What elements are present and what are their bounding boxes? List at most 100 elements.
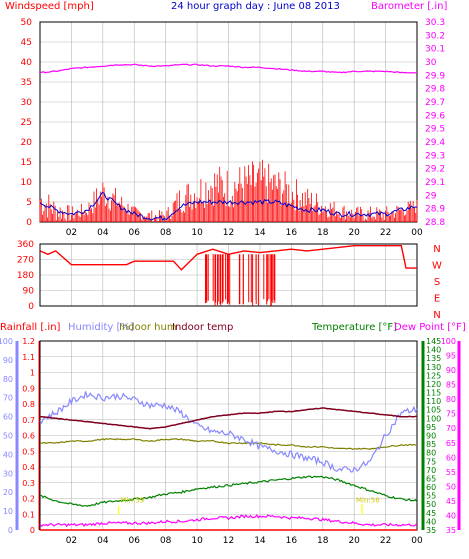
temperature-y-tick-label: 105: [426, 406, 441, 415]
temperature-y-tick-label: 120: [426, 380, 441, 389]
wind-y-tick-label: 20: [21, 138, 33, 148]
humidity-y-tick-label: 90: [3, 356, 13, 365]
temperature-y-tick-label: 70: [426, 466, 436, 475]
temperature-y-tick-label: 45: [426, 509, 436, 518]
direction-compass-label: N: [433, 310, 440, 321]
temp-x-tick-label: 02: [66, 536, 77, 546]
wind-x-tick-label: 08: [160, 228, 172, 238]
temperature-y-tick-label: 35: [426, 526, 436, 535]
direction-y-tick-label: 360: [17, 240, 34, 250]
temperature-y-tick-label: 90: [426, 432, 436, 441]
humidity-y-tick-label: 100: [0, 337, 13, 346]
direction-compass-label: E: [434, 294, 440, 305]
wind-x-tick-label: 10: [191, 228, 203, 238]
humidity-y-tick-label: 0: [8, 526, 13, 535]
wind-y-tick-label: 10: [21, 178, 33, 188]
barometer-y-tick-label: 29.2: [425, 165, 445, 175]
temp-min-annotation: Min:59: [121, 497, 145, 505]
wind-y-tick-label: 25: [21, 118, 32, 128]
temperature-y-tick-label: 100: [426, 414, 441, 423]
wind-y-tick-label: 35: [21, 78, 32, 88]
temp-x-tick-label: 10: [191, 536, 203, 546]
barometer-title: Barometer [.in]: [371, 1, 447, 12]
indoor-humidity-series: [39, 438, 417, 450]
temperature-y-tick-label: 75: [426, 457, 436, 466]
indoor-temperature-series: [39, 407, 417, 430]
dew-point-y-tick-label: 45: [446, 497, 456, 506]
legend-indoor-hum: Indoor hum: [119, 322, 177, 333]
temperature-y-tick-label: 140: [426, 346, 441, 355]
wind-x-tick-label: 00: [411, 228, 423, 238]
barometer-y-tick-label: 30.1: [425, 45, 445, 55]
wind-y-tick-label: 0: [26, 218, 32, 228]
dew-point-series: [39, 514, 418, 528]
temp-x-tick-label: 20: [348, 536, 360, 546]
temperature-y-tick-label: 65: [426, 474, 436, 483]
wind-y-tick-label: 15: [21, 158, 32, 168]
temperature-y-tick-label: 145: [426, 337, 441, 346]
rainfall-y-tick-label: 0.4: [22, 463, 35, 472]
rainfall-y-tick-label: 0.5: [22, 447, 35, 456]
wind-x-tick-label: 22: [380, 228, 391, 238]
temp-x-tick-label: 06: [129, 536, 141, 546]
wind-x-tick-label: 20: [348, 228, 360, 238]
barometer-y-tick-label: 28.8: [425, 218, 445, 228]
barometer-y-tick-label: 29.4: [425, 138, 445, 148]
rainfall-y-tick-label: 0.7: [22, 416, 35, 425]
wind-x-tick-label: 12: [223, 228, 234, 238]
rainfall-y-tick-label: 0: [30, 526, 35, 535]
direction-compass-label: S: [434, 277, 440, 288]
barometer-y-tick-label: 29.7: [425, 98, 445, 108]
rainfall-y-tick-label: 0.2: [22, 495, 35, 504]
humidity-y-tick-label: 40: [3, 450, 13, 459]
dew-point-y-tick-label: 60: [446, 453, 456, 462]
series-layer: [39, 63, 418, 531]
wind-y-tick-label: 50: [21, 18, 33, 28]
temperature-y-tick-label: 40: [426, 517, 436, 526]
temp-x-tick-label: 00: [411, 536, 423, 546]
barometer-y-tick-label: 29.3: [425, 151, 445, 161]
dew-point-y-tick-label: 70: [446, 424, 456, 433]
direction-compass-label: W: [432, 261, 442, 272]
barometer-y-tick-label: 29.9: [425, 71, 445, 81]
temp-x-tick-label: 08: [160, 536, 172, 546]
dew-point-y-tick-label: 40: [446, 511, 456, 520]
dew-point-y-tick-label: 75: [446, 410, 456, 419]
rainfall-y-tick-label: 1.2: [22, 337, 35, 346]
temp-x-tick-label: 12: [223, 536, 234, 546]
barometer-series: [39, 63, 418, 74]
dew-point-y-tick-label: 95: [446, 352, 456, 361]
direction-y-tick-label: 270: [17, 256, 34, 266]
wind-dir-frame: [39, 243, 418, 307]
wind-x-tick-label: 04: [97, 228, 109, 238]
temp-x-tick-label: 22: [380, 536, 391, 546]
temperature-y-tick-label: 110: [426, 397, 441, 406]
temperature-y-tick-label: 55: [426, 492, 436, 501]
rainfall-y-tick-label: 0.3: [22, 479, 35, 488]
wind-direction-variability: [205, 254, 276, 306]
wind-x-tick-label: 06: [129, 228, 141, 238]
dew-point-y-tick-label: 80: [446, 395, 456, 404]
labels-layer: 02 04 06 08 10 12 14 16 18 20 22 000510152025303540…: [0, 18, 456, 546]
axes-layer: [15, 21, 461, 531]
rainfall-y-tick-label: 1.1: [22, 353, 35, 362]
temperature-y-tick-label: 80: [426, 449, 436, 458]
dew-point-y-tick-label: 55: [446, 468, 456, 477]
wind-x-tick-label: 16: [286, 228, 298, 238]
wind-direction-series: [39, 244, 417, 271]
barometer-y-tick-label: 30.3: [425, 18, 445, 28]
temperature-y-tick-label: 50: [426, 500, 436, 509]
wind-x-tick-label: 02: [66, 228, 77, 238]
direction-compass-label: N: [433, 244, 440, 255]
barometer-y-tick-label: 30.2: [425, 31, 445, 41]
graph-title: 24 hour graph day : June 08 2013: [171, 1, 340, 12]
barometer-y-tick-label: 29.1: [425, 178, 445, 188]
temperature-y-tick-label: 125: [426, 371, 441, 380]
barometer-y-tick-label: 29.5: [425, 125, 445, 135]
legend-dew-point: Dew Point [°F]: [394, 322, 466, 333]
legend-temperature: Temperature [°F]: [311, 322, 397, 333]
temperature-series: [39, 475, 418, 507]
direction-y-tick-label: 0: [28, 302, 34, 312]
